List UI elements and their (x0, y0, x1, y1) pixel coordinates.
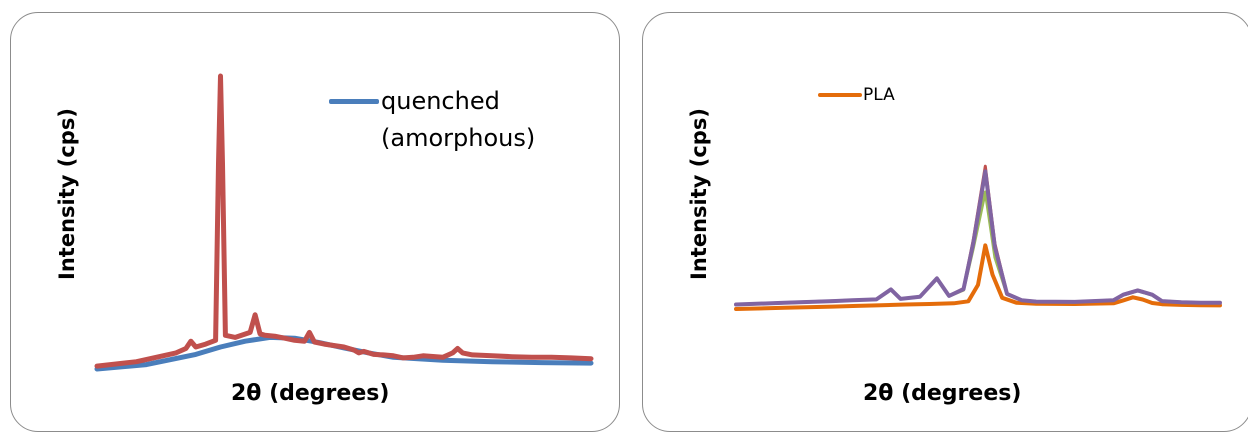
chart-panel-left: Intensity (cps) 2θ (degrees) quenched (a… (10, 12, 620, 432)
legend-line-pla (818, 93, 862, 97)
legend-label-line2: (amorphous) (381, 124, 536, 152)
chart-panel-right: Intensity (cps) 2θ (degrees) PLA (642, 12, 1248, 432)
series-line-4 (734, 169, 1222, 307)
x-axis-label: 2θ (degrees) (231, 381, 390, 406)
series-line-2 (94, 73, 594, 369)
plot-area-right (734, 164, 1222, 311)
y-axis-label: Intensity (cps) (687, 108, 711, 280)
legend-label-pla: PLA (863, 85, 895, 105)
legend-line-quenched (329, 99, 379, 104)
x-axis-label: 2θ (degrees) (863, 381, 1022, 406)
y-axis-label: Intensity (cps) (55, 108, 79, 280)
legend-label-line1: quenched (381, 87, 500, 115)
series-line-1 (734, 243, 1222, 311)
plot-area-left (94, 73, 594, 372)
